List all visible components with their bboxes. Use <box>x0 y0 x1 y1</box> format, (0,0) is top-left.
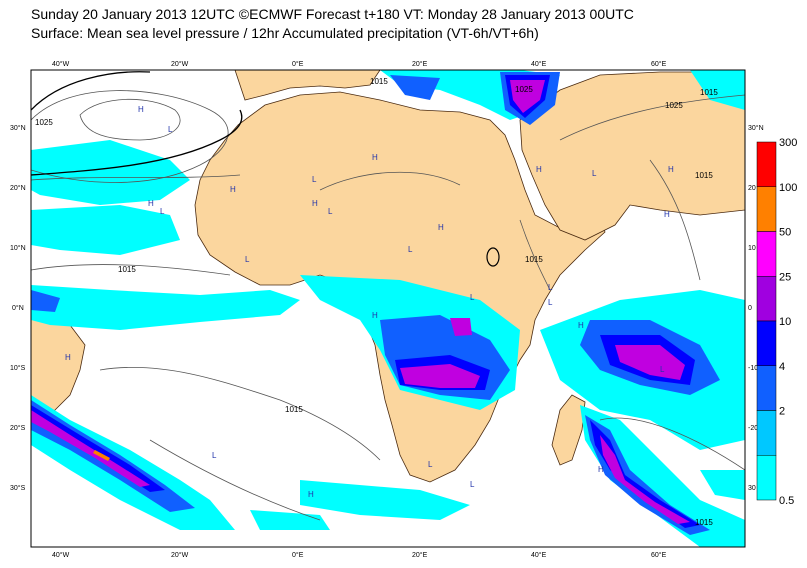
svg-text:30°S: 30°S <box>10 484 26 492</box>
svg-text:H: H <box>138 105 144 114</box>
colorbar-label: 4 <box>779 361 785 373</box>
svg-text:20: 20 <box>748 185 756 192</box>
svg-text:L: L <box>548 298 553 307</box>
svg-text:0: 0 <box>748 305 752 312</box>
svg-text:L: L <box>328 207 333 216</box>
svg-text:10: 10 <box>748 245 756 252</box>
svg-text:20°W: 20°W <box>171 60 189 68</box>
map-frame <box>30 69 746 548</box>
lon-ticks-bottom: 40°W 20°W 0°E 20°E 40°E 60°E <box>52 551 667 559</box>
land-europe <box>234 70 381 101</box>
colorbar-label: 300 <box>779 137 797 149</box>
isobar-label: 1015 <box>695 171 713 180</box>
svg-text:L: L <box>592 169 597 178</box>
svg-text:L: L <box>408 245 413 254</box>
precip-25 <box>31 80 690 524</box>
svg-text:30°N: 30°N <box>10 124 26 132</box>
colorbar-swatch <box>756 276 777 322</box>
isobar-label: 1025 <box>35 118 53 127</box>
colorbar-label: 25 <box>779 271 791 283</box>
svg-text:H: H <box>230 185 236 194</box>
isobar-label: 1015 <box>285 405 303 414</box>
colorbar-label: 100 <box>779 182 797 194</box>
isobar-1025 <box>31 71 243 176</box>
svg-text:-10: -10 <box>748 365 758 372</box>
svg-text:H: H <box>438 223 444 232</box>
colorbar-swatch <box>756 455 777 501</box>
svg-text:0°N: 0°N <box>12 304 24 312</box>
svg-text:0°E: 0°E <box>292 551 304 559</box>
colorbar-label: 2 <box>779 406 785 418</box>
svg-text:H: H <box>668 165 674 174</box>
colorbar-swatch <box>756 320 777 366</box>
colorbar-label: 0.5 <box>779 495 794 507</box>
colorbar-swatch <box>756 365 777 411</box>
svg-text:H: H <box>664 210 670 219</box>
lon-ticks-top: 40°W 20°W 0°E 20°E 40°E 60°E <box>52 60 667 68</box>
svg-text:0°E: 0°E <box>292 60 304 68</box>
svg-text:L: L <box>312 175 317 184</box>
svg-text:20°E: 20°E <box>412 60 428 68</box>
svg-text:H: H <box>65 353 71 362</box>
colorbar-swatch <box>756 231 777 277</box>
svg-text:40°W: 40°W <box>52 551 70 559</box>
isobar-label: 1015 <box>700 88 718 97</box>
svg-text:H: H <box>312 199 318 208</box>
isobar-label: 1025 <box>665 101 683 110</box>
lake-victoria <box>486 247 500 267</box>
isobar-label: 1015 <box>695 518 713 527</box>
svg-text:20°E: 20°E <box>412 551 428 559</box>
lat-ticks-right: 30°N 20 10 0 -10 -20 30 <box>748 124 764 492</box>
land-madagascar <box>551 394 586 466</box>
land-arabia <box>519 71 745 241</box>
svg-text:40°W: 40°W <box>52 60 70 68</box>
title-line-2: Surface: Mean sea level pressure / 12hr … <box>31 25 539 41</box>
svg-text:H: H <box>372 153 378 162</box>
isobars <box>31 90 745 521</box>
svg-text:60°E: 60°E <box>651 551 667 559</box>
svg-text:L: L <box>470 480 475 489</box>
svg-text:H: H <box>148 199 154 208</box>
svg-text:L: L <box>245 255 250 264</box>
svg-text:40°E: 40°E <box>531 60 547 68</box>
svg-text:L: L <box>548 283 553 292</box>
svg-text:L: L <box>470 293 475 302</box>
svg-text:20°N: 20°N <box>10 184 26 192</box>
svg-text:H: H <box>598 465 604 474</box>
svg-text:10°N: 10°N <box>10 244 26 252</box>
precip-colorbar: 300 100 50 25 10 4 2 0.5 <box>756 137 797 507</box>
title-line-1: Sunday 20 January 2013 12UTC ©ECMWF Fore… <box>31 6 634 22</box>
svg-text:L: L <box>160 207 165 216</box>
svg-text:H: H <box>308 490 314 499</box>
precip-100 <box>93 450 110 461</box>
lat-ticks-left: 30°N 20°N 10°N 0°N 10°S 20°S 30°S <box>10 124 26 492</box>
svg-text:L: L <box>168 125 173 134</box>
isobar-label: 1025 <box>515 85 533 94</box>
colorbar-label: 50 <box>779 227 791 239</box>
colorbar-swatch <box>756 410 777 456</box>
svg-text:L: L <box>428 460 433 469</box>
colorbar-swatch <box>756 141 777 187</box>
pressure-markers: H L H L H H L L H H L L H L H L L H L H … <box>65 105 674 499</box>
colorbar-label: 10 <box>779 316 791 328</box>
svg-text:L: L <box>212 451 217 460</box>
svg-text:60°E: 60°E <box>651 60 667 68</box>
svg-text:H: H <box>372 311 378 320</box>
isobar-label: 1015 <box>370 77 388 86</box>
svg-text:20°S: 20°S <box>10 424 26 432</box>
svg-text:10°S: 10°S <box>10 364 26 372</box>
svg-text:H: H <box>536 165 542 174</box>
colorbar-swatch <box>756 186 777 232</box>
svg-text:40°E: 40°E <box>531 551 547 559</box>
svg-text:H: H <box>578 321 584 330</box>
svg-text:30: 30 <box>748 485 756 492</box>
svg-text:30°N: 30°N <box>748 124 764 132</box>
isobar-label: 1015 <box>525 255 543 264</box>
svg-text:20°W: 20°W <box>171 551 189 559</box>
svg-text:L: L <box>660 365 665 374</box>
isobar-label: 1015 <box>118 265 136 274</box>
svg-text:-20: -20 <box>748 425 758 432</box>
